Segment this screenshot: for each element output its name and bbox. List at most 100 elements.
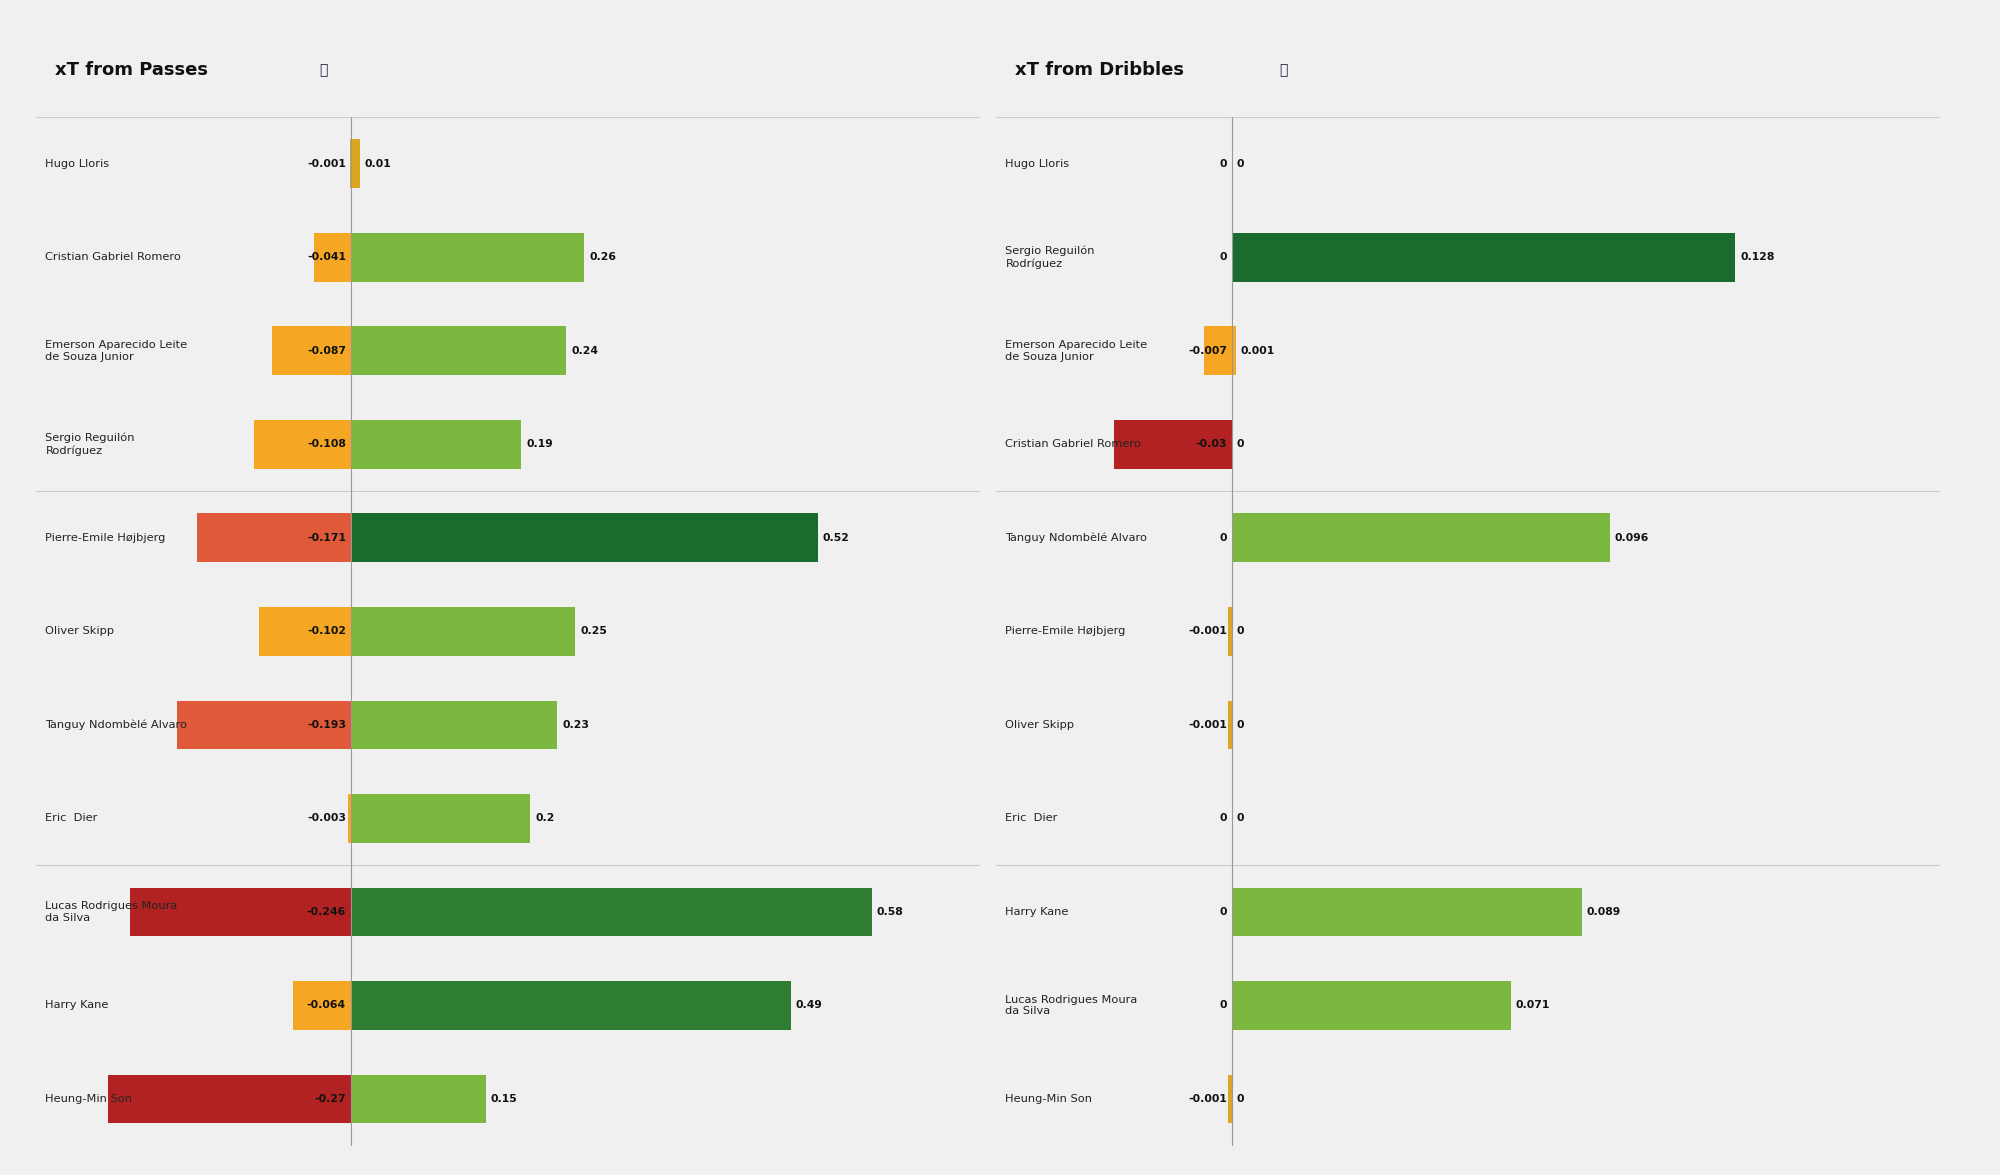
Bar	[272, 327, 350, 375]
Text: 0: 0	[1220, 1000, 1228, 1010]
Bar	[1228, 607, 1232, 656]
Text: Hugo Lloris: Hugo Lloris	[46, 159, 110, 169]
Text: -0.102: -0.102	[306, 626, 346, 637]
Bar	[350, 981, 792, 1029]
Bar	[254, 419, 350, 469]
Text: -0.007: -0.007	[1188, 345, 1228, 356]
Text: 0.58: 0.58	[876, 907, 904, 916]
Text: 0: 0	[1236, 626, 1244, 637]
Bar	[350, 327, 566, 375]
Text: xT from Passes: xT from Passes	[54, 61, 208, 79]
Text: 0.089: 0.089	[1586, 907, 1622, 916]
Bar	[1114, 419, 1232, 469]
Bar	[350, 887, 872, 936]
Bar	[350, 1075, 486, 1123]
Text: -0.087: -0.087	[306, 345, 346, 356]
Bar	[1204, 327, 1232, 375]
Bar	[314, 233, 350, 282]
Text: 0: 0	[1236, 1094, 1244, 1103]
Bar	[178, 700, 350, 750]
Text: Eric  Dier: Eric Dier	[46, 813, 98, 824]
Text: Emerson Aparecido Leite
de Souza Junior: Emerson Aparecido Leite de Souza Junior	[1006, 340, 1148, 362]
Bar	[350, 419, 522, 469]
Bar	[294, 981, 350, 1029]
Text: -0.171: -0.171	[306, 532, 346, 543]
Text: 0: 0	[1236, 439, 1244, 449]
Bar	[130, 887, 350, 936]
Text: ⚽: ⚽	[320, 63, 328, 78]
Text: -0.108: -0.108	[308, 439, 346, 449]
Text: -0.003: -0.003	[306, 813, 346, 824]
Text: Emerson Aparecido Leite
de Souza Junior: Emerson Aparecido Leite de Souza Junior	[46, 340, 188, 362]
Bar	[1232, 327, 1236, 375]
Bar	[1232, 981, 1512, 1029]
Bar	[1228, 1075, 1232, 1123]
Bar	[108, 1075, 350, 1123]
Text: Heung-Min Son: Heung-Min Son	[1006, 1094, 1092, 1103]
Bar	[350, 607, 576, 656]
Bar	[196, 513, 350, 562]
Text: 0.128: 0.128	[1740, 253, 1774, 262]
Text: Heung-Min Son: Heung-Min Son	[46, 1094, 132, 1103]
Text: Harry Kane: Harry Kane	[1006, 907, 1068, 916]
Text: 0.25: 0.25	[580, 626, 608, 637]
Text: -0.001: -0.001	[308, 159, 346, 169]
Bar	[350, 233, 584, 282]
Text: Sergio Reguilón
Rodríguez: Sergio Reguilón Rodríguez	[46, 432, 134, 456]
Text: -0.246: -0.246	[306, 907, 346, 916]
Text: -0.001: -0.001	[1188, 626, 1228, 637]
Text: 0.24: 0.24	[572, 345, 598, 356]
Text: Sergio Reguilón
Rodríguez: Sergio Reguilón Rodríguez	[1006, 246, 1094, 269]
Bar	[348, 794, 350, 842]
Text: Cristian Gabriel Romero: Cristian Gabriel Romero	[1006, 439, 1142, 449]
Text: 0.52: 0.52	[822, 532, 850, 543]
Bar	[350, 794, 530, 842]
Text: 0: 0	[1220, 813, 1228, 824]
Text: -0.03: -0.03	[1196, 439, 1228, 449]
Text: 0: 0	[1220, 907, 1228, 916]
Text: 0.096: 0.096	[1614, 532, 1648, 543]
Text: Lucas Rodrigues Moura
da Silva: Lucas Rodrigues Moura da Silva	[1006, 994, 1138, 1016]
Text: 0.26: 0.26	[590, 253, 616, 262]
Text: 0: 0	[1236, 720, 1244, 730]
Bar	[1232, 513, 1610, 562]
Text: 0.2: 0.2	[536, 813, 554, 824]
Text: Eric  Dier: Eric Dier	[1006, 813, 1058, 824]
Text: -0.064: -0.064	[306, 1000, 346, 1010]
Text: 0: 0	[1220, 532, 1228, 543]
Text: Oliver Skipp: Oliver Skipp	[46, 626, 114, 637]
Text: -0.001: -0.001	[1188, 1094, 1228, 1103]
Text: 0: 0	[1236, 159, 1244, 169]
Text: 0.071: 0.071	[1516, 1000, 1550, 1010]
Text: Pierre-Emile Højbjerg: Pierre-Emile Højbjerg	[46, 532, 166, 543]
Bar	[258, 607, 350, 656]
Bar	[350, 700, 558, 750]
Text: Oliver Skipp: Oliver Skipp	[1006, 720, 1074, 730]
Text: 0.19: 0.19	[526, 439, 552, 449]
Text: 0: 0	[1220, 159, 1228, 169]
Text: -0.001: -0.001	[1188, 720, 1228, 730]
Text: Lucas Rodrigues Moura
da Silva: Lucas Rodrigues Moura da Silva	[46, 901, 178, 922]
Text: Cristian Gabriel Romero: Cristian Gabriel Romero	[46, 253, 182, 262]
Text: -0.193: -0.193	[306, 720, 346, 730]
Text: ⚽: ⚽	[1280, 63, 1288, 78]
Text: -0.27: -0.27	[314, 1094, 346, 1103]
Bar	[350, 140, 360, 188]
Text: Tanguy Ndombèlé Alvaro: Tanguy Ndombèlé Alvaro	[46, 719, 188, 730]
Bar	[350, 513, 818, 562]
Text: 0: 0	[1220, 253, 1228, 262]
Text: 0.23: 0.23	[562, 720, 590, 730]
Text: Tanguy Ndombèlé Alvaro: Tanguy Ndombèlé Alvaro	[1006, 532, 1148, 543]
Text: Hugo Lloris: Hugo Lloris	[1006, 159, 1070, 169]
Text: Pierre-Emile Højbjerg: Pierre-Emile Højbjerg	[1006, 626, 1126, 637]
Text: 0.15: 0.15	[490, 1094, 516, 1103]
Text: 0.01: 0.01	[364, 159, 392, 169]
Text: 0: 0	[1236, 813, 1244, 824]
Text: Harry Kane: Harry Kane	[46, 1000, 108, 1010]
Text: xT from Dribbles: xT from Dribbles	[1014, 61, 1184, 79]
Bar	[1228, 700, 1232, 750]
Text: 0.49: 0.49	[796, 1000, 822, 1010]
Text: -0.041: -0.041	[306, 253, 346, 262]
Text: 0.001: 0.001	[1240, 345, 1274, 356]
Bar	[1232, 887, 1582, 936]
